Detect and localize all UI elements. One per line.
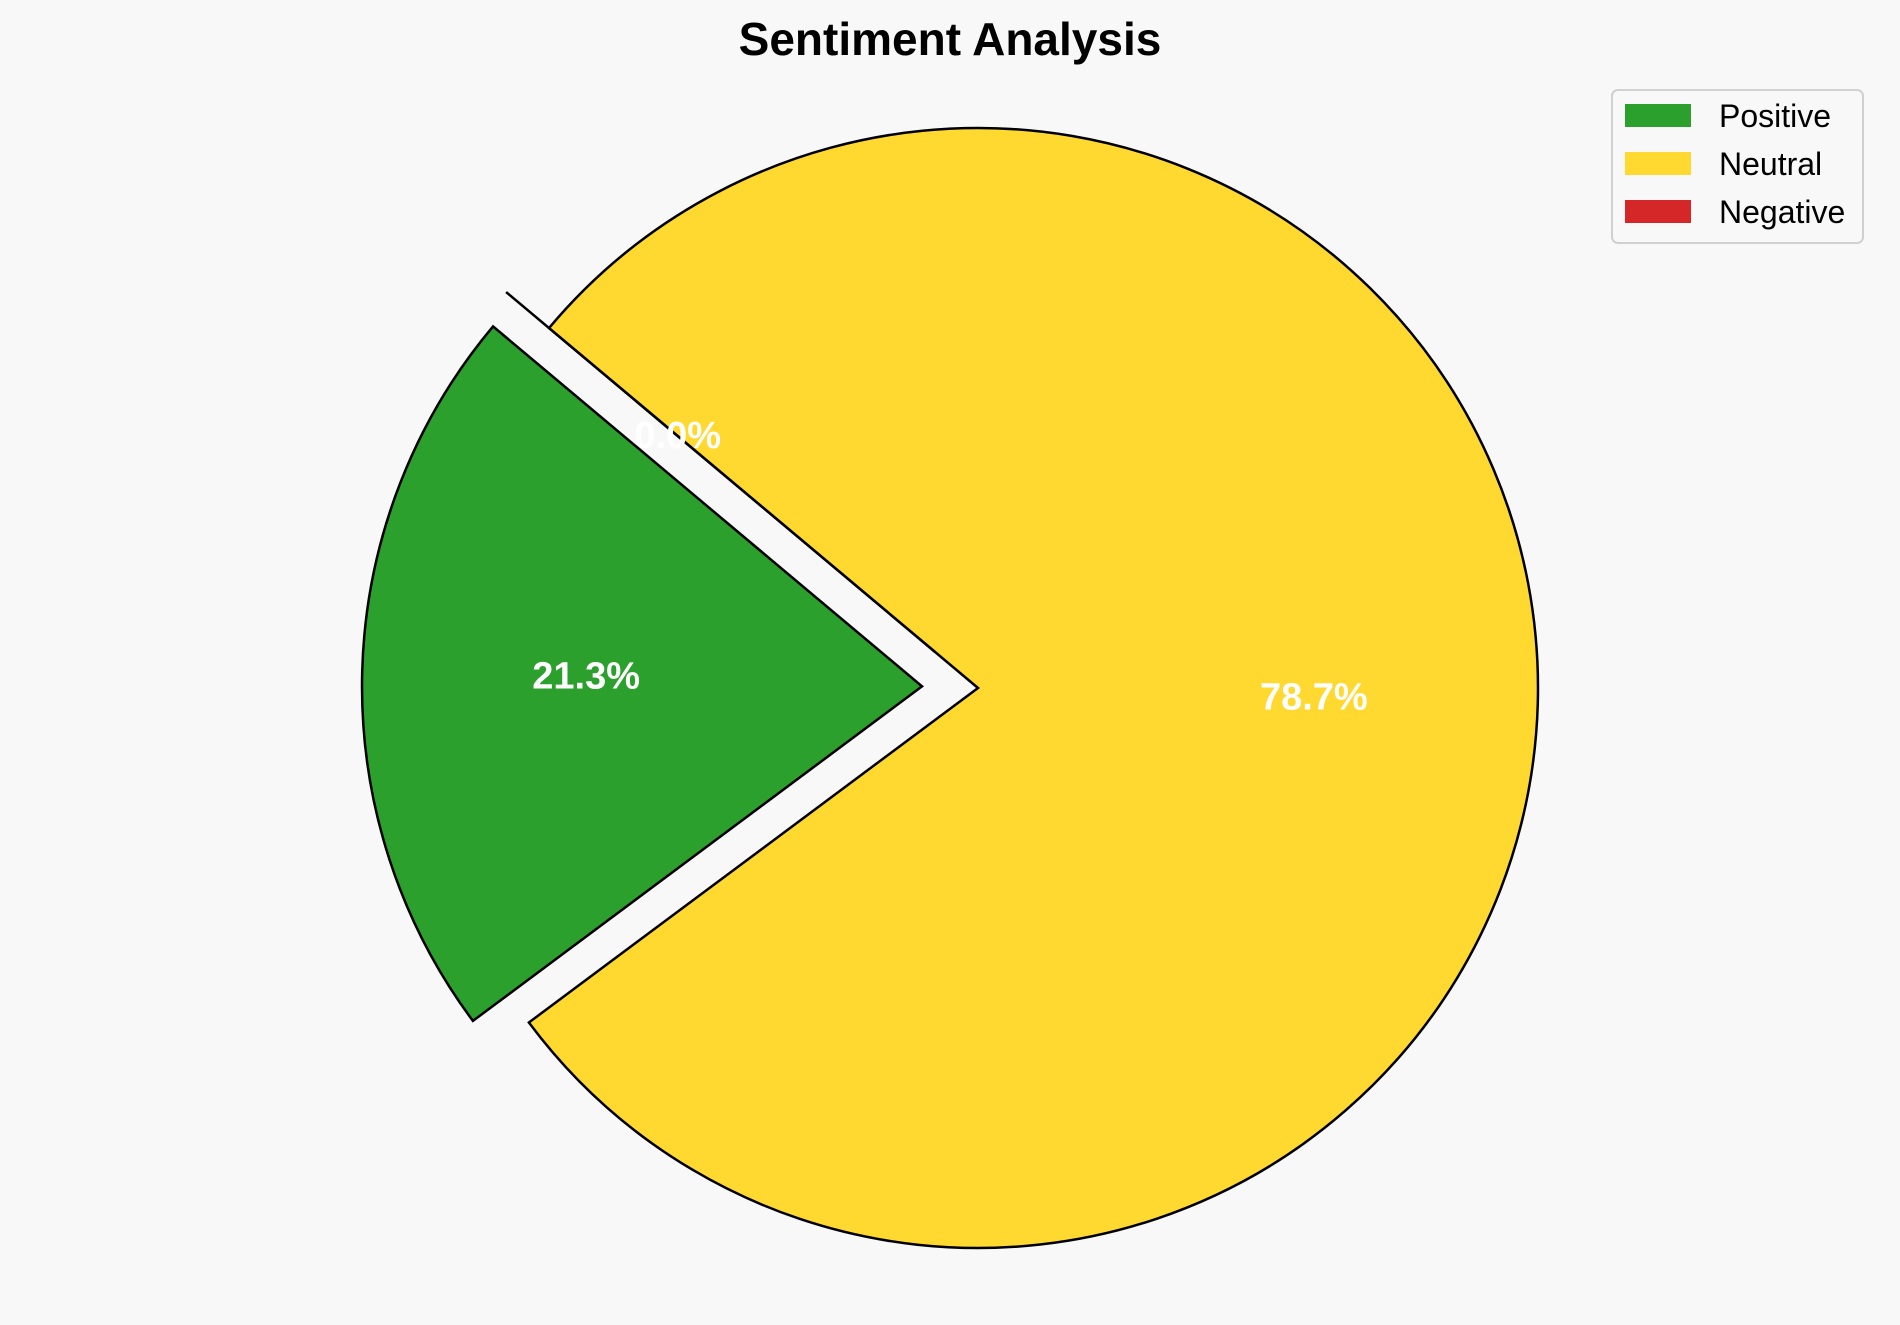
chart-title: Sentiment Analysis [739, 13, 1162, 65]
pie-slices [360, 126, 1540, 1250]
legend-swatch-negative [1625, 200, 1691, 223]
legend: Positive Neutral Negative [1611, 89, 1864, 244]
pie-slice-neutral [527, 126, 1540, 1250]
legend-label-negative: Negative [1719, 194, 1845, 230]
legend-items: Positive Neutral Negative [1625, 98, 1845, 230]
legend-swatch-neutral [1625, 152, 1691, 175]
pie-slice-negative [505, 291, 936, 653]
pie-label-neutral: 78.7% [1260, 677, 1368, 719]
pie-slice-positive [360, 324, 925, 1023]
pie-label-positive: 21.3% [532, 656, 640, 698]
legend-swatch-positive [1625, 104, 1691, 127]
pie-percent-labels: 21.3% 78.7% 0.0% [532, 415, 1367, 719]
legend-label-positive: Positive [1719, 98, 1831, 134]
pie-label-negative: 0.0% [634, 415, 721, 457]
legend-label-neutral: Neutral [1719, 146, 1822, 182]
